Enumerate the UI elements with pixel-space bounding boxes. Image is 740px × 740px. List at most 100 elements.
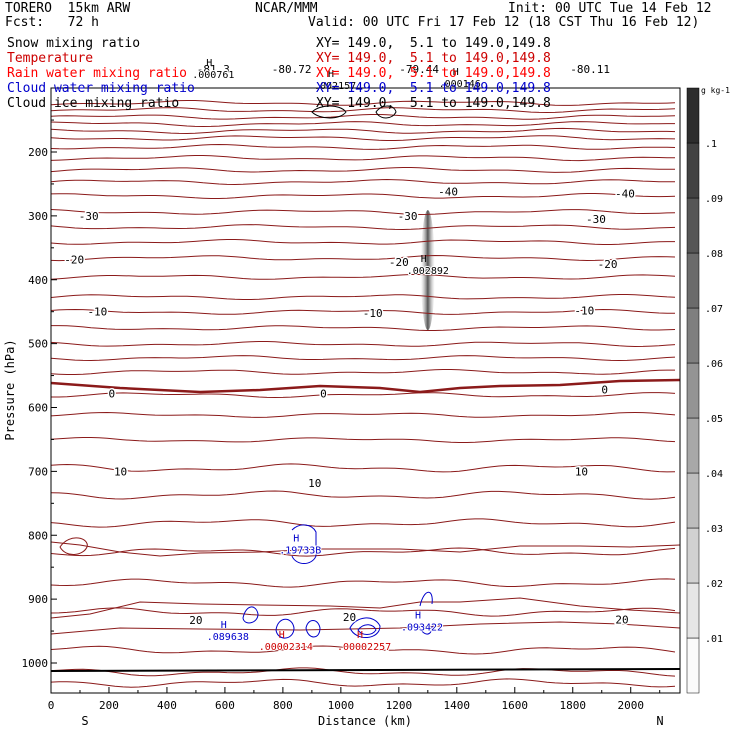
isotherm-line: [51, 541, 680, 557]
isotherm-label: -20: [389, 256, 409, 269]
field-rain-xy: XY= 149.0, 5.1 to 149.0,149.8: [316, 66, 551, 81]
isotherm-line: [51, 143, 676, 150]
colorbar-label: .09: [705, 194, 723, 205]
y-tick-label: 500: [28, 338, 48, 351]
isotherm-line: [51, 547, 676, 557]
isotherm-label: -10: [363, 307, 383, 320]
colorbar-label: .05: [705, 414, 723, 425]
isotherm-line: [51, 294, 676, 300]
isotherm-line: [51, 578, 676, 588]
maximum-value: .19733B: [279, 545, 321, 556]
field-cloud-water-name: Cloud water mixing ratio: [7, 81, 195, 96]
maximum-marker: H: [279, 630, 285, 641]
x-tick-label: 0: [48, 699, 55, 712]
isotherm-line: [51, 392, 676, 399]
field-temperature-name: Temperature: [7, 51, 94, 66]
model-title: TORERO 15km ARW: [5, 1, 131, 16]
south-label: S: [81, 714, 88, 728]
isotherm-label: -30: [398, 210, 418, 223]
maximum-marker: H: [206, 58, 212, 69]
valid-time: Valid: 00 UTC Fri 17 Feb 12 (18 CST Thu …: [308, 15, 700, 30]
isotherm-line: [51, 193, 676, 199]
isotherm-label: 10: [308, 477, 321, 490]
maximum-marker: H: [421, 254, 427, 265]
maximum-marker: H: [453, 67, 459, 78]
north-label: N: [656, 714, 663, 728]
colorbar-label: .06: [705, 359, 723, 370]
cloud-ice-contour: [311, 105, 347, 119]
colorbar-label: .1: [705, 139, 717, 150]
field-snow-name: Snow mixing ratio: [7, 36, 141, 51]
isotherm-label: -81.3: [197, 63, 230, 76]
isotherm-label: -10: [574, 304, 594, 317]
x-tick-label: 800: [273, 699, 293, 712]
cloud-water-contour: [275, 618, 295, 639]
y-tick-label: 400: [28, 274, 48, 287]
isotherm-label: -80.11: [570, 63, 610, 76]
cloud-water-contour: [242, 606, 259, 624]
plot-area: [51, 100, 680, 688]
isotherm-line: [51, 178, 675, 186]
maximum-value: .000761: [192, 70, 234, 81]
isotherm-label: 0: [109, 387, 116, 400]
plot-frame: [50, 87, 681, 694]
y-tick-label: 1000: [22, 657, 49, 670]
isotherm-line: [51, 274, 676, 280]
warm-pocket-contour: [59, 537, 88, 555]
isotherm-line: [51, 437, 676, 443]
field-temperature-xy: XY= 149.0, 5.1 to 149.0,149.8: [316, 51, 551, 66]
isotherm-label: -30: [586, 213, 606, 226]
x-tick-label: 1200: [386, 699, 413, 712]
isotherm-line: [51, 325, 676, 331]
colorbar-segment: [686, 87, 700, 144]
isotherm-line: [51, 114, 676, 120]
x-tick-label: 400: [157, 699, 177, 712]
colorbar-label: .01: [705, 634, 723, 645]
ground-line: [50, 668, 681, 672]
isotherm-line: [51, 155, 675, 162]
isotherm-line: [51, 100, 676, 106]
colorbar-segment: [686, 142, 700, 199]
isotherm-line: [51, 463, 676, 473]
org-title: NCAR/MMM: [255, 1, 318, 16]
y-tick-label: 200: [28, 146, 48, 159]
colorbar-segment: [686, 252, 700, 309]
snow-shading: [420, 210, 435, 331]
isotherm-label: 0: [320, 387, 327, 400]
cloud-ice-contour: [375, 105, 397, 119]
isotherm-label: -10: [87, 306, 107, 319]
freezing-isotherm: [51, 378, 680, 394]
colorbar-segment: [686, 472, 700, 529]
maximum-marker: H: [357, 630, 363, 641]
cloud-water-contour: [349, 617, 381, 638]
isotherm-line: [51, 667, 676, 677]
cloud-water-contour: [357, 624, 377, 635]
isotherm-line: [51, 209, 676, 216]
y-tick-label: 900: [28, 593, 48, 606]
isotherm-line: [51, 369, 675, 375]
x-tick-label: 1600: [502, 699, 529, 712]
isotherm-line: [51, 254, 676, 262]
isotherm-line: [51, 121, 675, 128]
isotherm-line: [51, 224, 676, 231]
isotherm-label: -30: [79, 210, 99, 223]
isotherm-line: [51, 355, 676, 362]
isotherm-label: -80.72: [272, 63, 312, 76]
maximum-value: .00002314: [259, 642, 313, 653]
maximum-marker: H: [221, 620, 227, 631]
isotherm-label: -40: [615, 188, 635, 201]
forecast-hour: Fcst: 72 h: [5, 15, 99, 30]
isotherm-label: -40: [438, 186, 458, 199]
x-tick-label: 200: [99, 699, 119, 712]
y-tick-label: 600: [28, 402, 48, 415]
y-axis-title: Pressure (hPa): [3, 339, 17, 440]
isotherm-line: [51, 597, 680, 619]
isotherm-label: -20: [598, 258, 618, 271]
isotherm-line: [51, 107, 676, 114]
isotherm-label: -79.44: [399, 63, 439, 76]
maximum-value: .002892: [407, 266, 449, 277]
colorbar-label: .02: [705, 579, 723, 590]
isotherm-label: -20: [64, 253, 84, 266]
isotherm-line: [51, 239, 675, 245]
maximum-marker: H: [293, 533, 299, 544]
